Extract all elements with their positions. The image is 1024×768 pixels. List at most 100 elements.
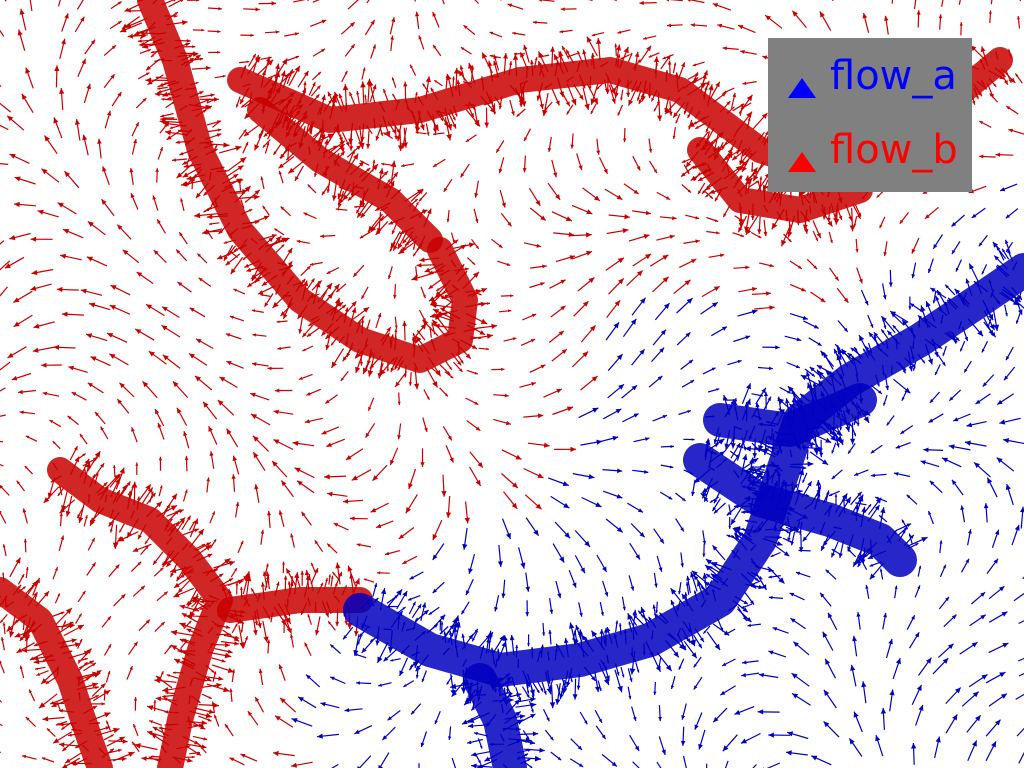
arrow-head xyxy=(241,104,245,108)
arrow-head xyxy=(214,149,218,152)
arrow-head xyxy=(198,529,204,536)
arrow-head xyxy=(326,283,333,290)
arrow-head xyxy=(100,426,104,431)
arrow-head xyxy=(182,160,188,165)
arrow-head xyxy=(474,371,478,375)
arrow-head xyxy=(209,451,214,456)
arrow-head xyxy=(516,113,520,117)
arrow-head xyxy=(511,502,518,509)
arrow-head xyxy=(670,445,674,449)
arrow-head xyxy=(514,52,517,56)
arrow-head xyxy=(391,77,395,81)
arrow-head xyxy=(471,344,477,349)
arrow-glyph xyxy=(1016,727,1024,737)
arrow-head xyxy=(120,27,127,33)
arrow-head xyxy=(158,456,163,461)
arrow-head xyxy=(335,207,339,211)
arrow-head xyxy=(432,12,437,17)
arrow-head xyxy=(281,480,287,487)
arrow-head xyxy=(396,129,400,134)
arrow-head xyxy=(155,409,160,415)
arrow-head xyxy=(157,87,161,90)
arrow-head xyxy=(769,305,775,311)
arrow-head xyxy=(883,252,887,257)
arrow-head xyxy=(594,195,600,201)
arrow-head xyxy=(333,523,339,527)
arrow-head xyxy=(255,697,260,702)
arrow-head xyxy=(452,76,455,80)
arrow-head xyxy=(252,362,257,367)
arrow-head xyxy=(91,537,95,542)
arrow-head xyxy=(54,567,58,571)
arrow-head xyxy=(41,362,47,368)
arrow-head xyxy=(882,295,887,300)
arrow-head xyxy=(325,399,330,404)
arrow-head xyxy=(255,7,260,12)
arrow-head xyxy=(67,415,72,420)
arrow-head xyxy=(205,65,211,71)
arrow-head xyxy=(424,427,428,432)
arrow-head xyxy=(218,7,222,11)
arrow-head xyxy=(217,50,221,54)
arrow-head xyxy=(235,502,240,507)
arrow-head xyxy=(133,30,140,37)
arrow-head xyxy=(189,353,195,359)
arrow-head xyxy=(250,414,258,420)
arrow-head xyxy=(503,53,508,59)
arrow-head xyxy=(250,274,257,279)
arrow-head xyxy=(489,54,493,58)
arrow-head xyxy=(530,339,536,343)
arrow-glyph xyxy=(913,0,917,9)
arrow-head xyxy=(594,686,600,692)
arrow-head xyxy=(133,724,136,728)
arrow-head xyxy=(639,0,644,6)
arrow-head xyxy=(309,130,312,134)
arrow-head xyxy=(127,9,131,13)
arrow-head xyxy=(666,0,670,2)
arrow-head xyxy=(710,195,713,199)
arrow-head xyxy=(617,257,624,264)
arrow-head xyxy=(822,216,826,220)
arrow-head xyxy=(683,110,687,115)
arrow-head xyxy=(445,512,452,518)
arrow-head xyxy=(217,254,223,260)
arrow-head xyxy=(294,65,300,73)
arrow-head xyxy=(942,353,945,356)
arrow-head xyxy=(538,51,544,58)
arrow-head xyxy=(626,92,631,97)
arrow-head xyxy=(402,321,407,326)
arrow-head xyxy=(244,263,250,268)
arrow-head xyxy=(360,0,362,1)
arrow-head xyxy=(24,465,28,469)
arrow-head xyxy=(106,110,112,116)
arrow-head xyxy=(94,451,101,458)
arrow-head xyxy=(63,229,70,234)
arrow-head xyxy=(350,44,355,49)
arrow-head xyxy=(999,419,1006,425)
arrow-head xyxy=(348,138,354,145)
arrow-head xyxy=(9,235,16,241)
arrow-head xyxy=(980,614,986,620)
arrow-head xyxy=(658,716,662,721)
arrow-head xyxy=(497,648,500,652)
arrow-head xyxy=(834,276,839,281)
arrow-head xyxy=(179,232,183,237)
arrow-head xyxy=(404,374,407,378)
arrow-head xyxy=(591,376,598,382)
arrow-head xyxy=(223,686,230,693)
arrow-head xyxy=(899,219,904,224)
arrow-head xyxy=(657,115,663,122)
arrow-head xyxy=(616,44,622,51)
arrow-head xyxy=(261,281,267,286)
arrow-head xyxy=(728,525,732,529)
arrow-head xyxy=(351,475,358,481)
arrow-head xyxy=(570,446,577,452)
arrow-head xyxy=(54,65,60,72)
arrow-head xyxy=(460,47,465,51)
arrow-head xyxy=(253,435,259,442)
arrow-head xyxy=(189,58,194,62)
arrow-head xyxy=(617,112,621,116)
arrow-head xyxy=(334,284,340,290)
arrow-head xyxy=(63,620,66,624)
